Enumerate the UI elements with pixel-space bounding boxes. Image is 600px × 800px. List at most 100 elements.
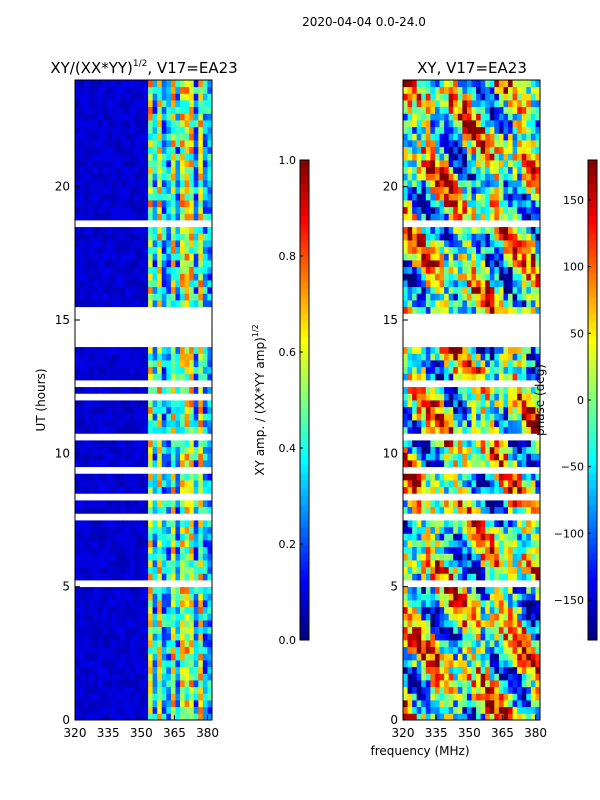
heatmap-cell <box>526 700 532 708</box>
heatmap-cell <box>535 693 541 701</box>
heatmap-cell <box>93 200 99 208</box>
heatmap-cell <box>175 226 181 234</box>
heatmap-cell <box>202 246 208 254</box>
heatmap-cell <box>152 446 158 454</box>
heatmap-cell <box>535 313 541 321</box>
heatmap-cell <box>494 453 500 461</box>
heatmap-cell <box>517 493 523 501</box>
heatmap-cell <box>512 673 518 681</box>
heatmap-cell <box>480 626 486 634</box>
heatmap-cell <box>430 640 436 648</box>
heatmap-cell <box>198 313 204 321</box>
heatmap-cell <box>448 526 454 534</box>
heatmap-cell <box>152 246 158 254</box>
heatmap-cell <box>530 586 536 594</box>
heatmap-cell <box>462 680 468 688</box>
heatmap-cell <box>412 353 418 361</box>
heatmap-cell <box>120 273 126 281</box>
heatmap-cell <box>138 320 144 328</box>
heatmap-cell <box>202 353 208 361</box>
heatmap-cell <box>97 146 103 154</box>
heatmap-cell <box>129 460 135 468</box>
heatmap-cell <box>166 140 172 148</box>
heatmap-cell <box>198 533 204 541</box>
colorbar-segment <box>300 280 309 289</box>
heatmap-cell <box>494 326 500 334</box>
heatmap-cell <box>166 560 172 568</box>
heatmap-cell <box>421 446 427 454</box>
heatmap-cell <box>184 533 190 541</box>
heatmap-cell <box>207 413 213 421</box>
heatmap-cell <box>198 560 204 568</box>
heatmap-cell <box>170 540 176 548</box>
heatmap-cell <box>462 426 468 434</box>
heatmap-cell <box>180 540 185 548</box>
heatmap-cell <box>207 606 213 614</box>
heatmap-cell <box>530 500 536 508</box>
heatmap-cell <box>444 480 450 488</box>
heatmap-cell <box>494 373 500 381</box>
heatmap-cell <box>75 446 80 454</box>
heatmap-cell <box>448 513 454 521</box>
heatmap-cell <box>521 646 527 654</box>
heatmap-cell <box>535 393 541 401</box>
heatmap-cell <box>412 706 418 714</box>
heatmap-cell <box>480 286 486 294</box>
heatmap-cell <box>521 660 527 668</box>
heatmap-cell <box>421 433 427 441</box>
heatmap-cell <box>466 346 472 354</box>
heatmap-cell <box>476 546 482 554</box>
heatmap-cell <box>193 420 199 428</box>
heatmap-cell <box>457 660 463 668</box>
heatmap-cell <box>134 706 140 714</box>
heatmap-cell <box>485 500 491 508</box>
heatmap-cell <box>116 120 122 128</box>
heatmap-cell <box>84 480 90 488</box>
heatmap-cell <box>75 426 80 434</box>
heatmap-cell <box>521 440 527 448</box>
heatmap-cell <box>152 473 158 481</box>
heatmap-cell <box>198 326 204 334</box>
heatmap-cell <box>466 620 472 628</box>
heatmap-cell <box>207 433 213 441</box>
heatmap-cell <box>184 633 190 641</box>
heatmap-cell <box>84 86 90 94</box>
heatmap-cell <box>102 326 108 334</box>
heatmap-cell <box>161 666 167 674</box>
heatmap-cell <box>84 213 90 221</box>
heatmap-cell <box>143 173 149 181</box>
heatmap-cell <box>152 693 158 701</box>
heatmap-cell <box>453 346 459 354</box>
heatmap-cell <box>152 660 158 668</box>
heatmap-cell <box>476 286 482 294</box>
heatmap-cell <box>457 520 463 528</box>
heatmap-cell <box>521 513 527 521</box>
heatmap-cell <box>508 513 513 521</box>
heatmap-cell <box>430 513 436 521</box>
heatmap-cell <box>403 673 408 681</box>
heatmap-cell <box>503 713 509 721</box>
heatmap-cell <box>102 406 108 414</box>
heatmap-cell <box>143 440 149 448</box>
heatmap-cell <box>166 226 172 234</box>
heatmap-cell <box>152 546 158 554</box>
heatmap-cell <box>434 633 440 641</box>
heatmap-cell <box>421 313 427 321</box>
heatmap-cell <box>407 273 413 281</box>
heatmap-cell <box>106 620 112 628</box>
heatmap-cell <box>517 380 523 388</box>
heatmap-cell <box>207 226 213 234</box>
heatmap-cell <box>134 120 140 128</box>
heatmap-cell <box>198 386 204 394</box>
heatmap-cell <box>448 693 454 701</box>
heatmap-cell <box>166 366 172 374</box>
heatmap-cell <box>421 706 427 714</box>
heatmap-cell <box>88 506 94 514</box>
heatmap-cell <box>84 546 90 554</box>
heatmap-cell <box>93 380 99 388</box>
heatmap-cell <box>75 433 80 441</box>
heatmap-cell <box>84 186 90 194</box>
heatmap-cell <box>166 520 172 528</box>
heatmap-cell <box>517 526 523 534</box>
heatmap-cell <box>207 206 213 214</box>
